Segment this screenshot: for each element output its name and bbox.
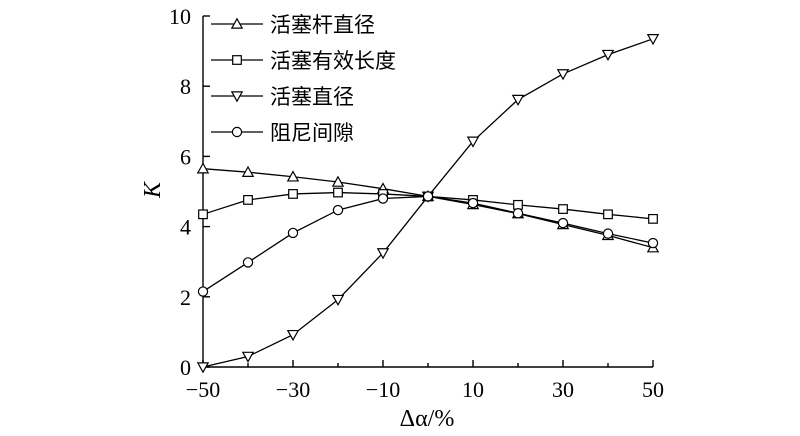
series-circle	[197, 191, 659, 297]
data-point	[333, 187, 343, 198]
series-line	[202, 168, 654, 249]
data-point	[196, 162, 210, 174]
legend-item: 活塞有效长度	[211, 49, 396, 73]
data-point	[513, 199, 523, 210]
data-point	[511, 94, 525, 106]
series-triangle-down	[196, 34, 660, 374]
data-point	[376, 248, 390, 260]
data-point	[466, 136, 480, 148]
legend-marker-triangle-up-icon	[230, 17, 244, 29]
data-point	[332, 204, 344, 216]
legend-marker-triangle-down-icon	[230, 91, 244, 103]
data-point	[648, 213, 658, 224]
data-point	[601, 49, 615, 62]
data-point	[331, 294, 345, 307]
y-tick-label: 6	[180, 144, 191, 169]
data-point	[647, 237, 659, 249]
data-point	[602, 228, 614, 239]
legend-label: 活塞有效长度	[270, 49, 396, 73]
data-point	[422, 191, 434, 202]
x-axis-label: Δα/%	[400, 406, 455, 432]
data-point	[241, 165, 255, 177]
data-point	[287, 227, 299, 239]
x-tick-label: −50	[186, 377, 220, 402]
data-point	[377, 193, 389, 204]
data-point	[196, 362, 210, 374]
data-point	[197, 286, 209, 297]
axes: 0 2 4 6 8 10 −50 −30 −10 10 30 50	[169, 4, 664, 402]
x-tick-label: −30	[276, 377, 310, 402]
legend-item: 活塞直径	[211, 85, 354, 109]
data-point	[198, 209, 208, 220]
y-tick-label: 4	[180, 215, 191, 240]
data-point	[557, 217, 569, 229]
series-layer	[196, 34, 660, 374]
series-line	[202, 195, 654, 293]
legend-label: 活塞直径	[270, 85, 354, 109]
y-tick-label: 0	[180, 355, 191, 380]
legend-marker-circle-icon	[231, 126, 243, 138]
data-point	[286, 329, 300, 342]
data-point	[286, 170, 300, 182]
x-tick-label: −10	[366, 377, 400, 402]
data-point	[243, 195, 253, 205]
legend-item: 阻尼间隙	[211, 121, 354, 145]
x-tick-label: 30	[552, 377, 574, 402]
data-point	[603, 209, 613, 220]
data-point	[241, 351, 255, 363]
data-point	[512, 208, 524, 219]
data-point	[242, 257, 254, 268]
data-point	[467, 197, 479, 209]
data-point	[558, 204, 568, 214]
legend-label: 活塞杆直径	[270, 13, 375, 37]
data-point	[556, 69, 570, 81]
y-axis-label: K	[140, 180, 166, 199]
legend-label: 阻尼间隙	[270, 121, 354, 145]
legend-marker-square-icon	[232, 55, 242, 65]
x-tick-label: 10	[462, 377, 484, 402]
legend-item: 活塞杆直径	[211, 13, 375, 37]
data-point	[646, 34, 660, 46]
y-tick-label: 10	[169, 4, 191, 29]
y-tick-label: 2	[180, 285, 191, 310]
series-triangle-up	[196, 162, 660, 253]
data-point	[288, 189, 298, 199]
x-tick-label: 50	[642, 377, 664, 402]
data-point	[331, 175, 345, 187]
y-tick-label: 8	[180, 74, 191, 99]
